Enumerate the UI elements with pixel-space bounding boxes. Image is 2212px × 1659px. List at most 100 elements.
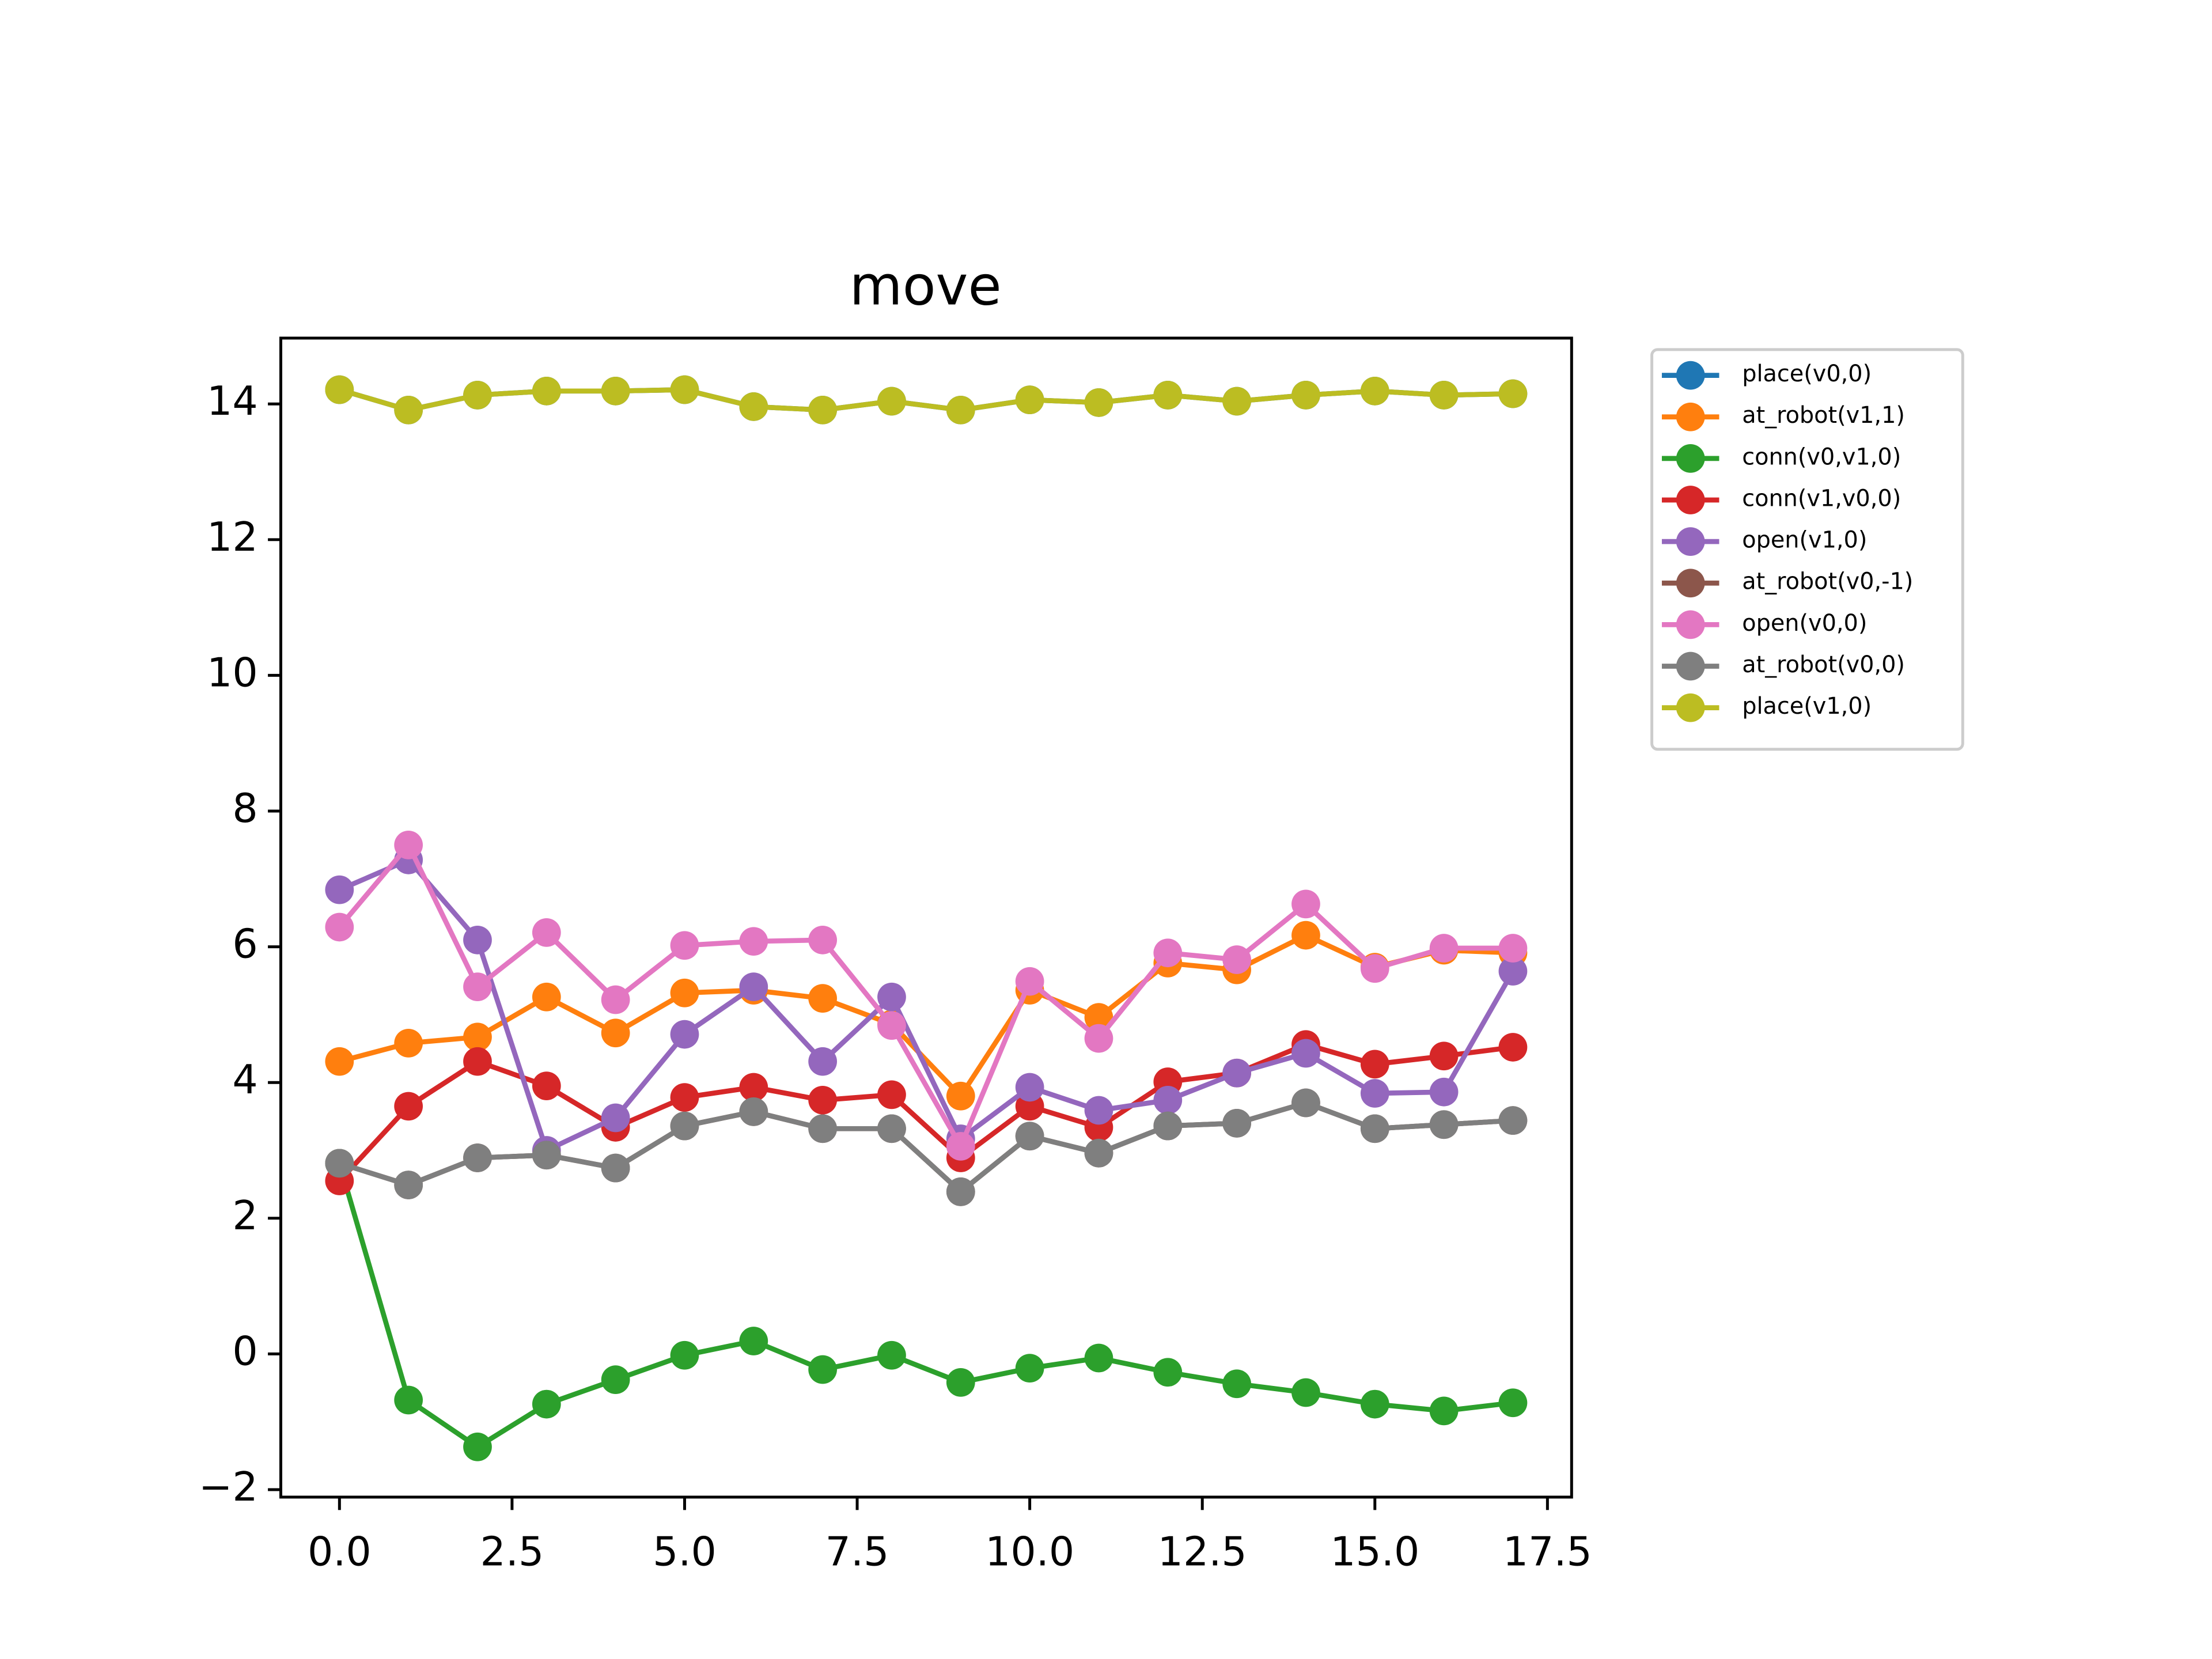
point [1429, 1041, 1459, 1071]
point [877, 1080, 906, 1109]
point [877, 1340, 906, 1370]
point [1153, 1111, 1183, 1141]
y-tick-label: 0 [232, 1328, 257, 1374]
point [1084, 1138, 1113, 1168]
point [463, 1432, 492, 1461]
legend-label: place(v1,0) [1742, 693, 1872, 719]
point [601, 1153, 630, 1183]
x-tick-label: 2.5 [480, 1528, 544, 1575]
point [394, 1092, 423, 1121]
point [1429, 1077, 1459, 1107]
x-tick-label: 15.0 [1330, 1528, 1419, 1575]
point [1222, 387, 1251, 416]
point [394, 1029, 423, 1058]
legend-label: at_robot(v0,0) [1742, 652, 1905, 678]
point [1360, 1389, 1389, 1419]
legend-label: at_robot(v1,1) [1742, 402, 1905, 429]
point [1222, 945, 1251, 974]
point [1429, 934, 1459, 963]
y-tick-label: 8 [232, 785, 257, 832]
point [1429, 1110, 1459, 1139]
point [1015, 1354, 1044, 1383]
point [532, 1141, 561, 1170]
point [1291, 1039, 1320, 1068]
point [601, 1103, 630, 1132]
legend-marker [1676, 652, 1705, 681]
point [1222, 1109, 1251, 1138]
point [394, 395, 423, 425]
point [325, 375, 354, 404]
point [1291, 381, 1320, 410]
point [1153, 938, 1183, 968]
legend-marker [1676, 444, 1705, 473]
point [532, 982, 561, 1012]
legend-marker [1676, 693, 1705, 722]
point [946, 1132, 975, 1161]
plot-frame [279, 336, 1573, 1499]
point [1153, 1358, 1183, 1387]
legend-label: open(v1,0) [1742, 527, 1867, 554]
point [463, 1143, 492, 1172]
point [1291, 1088, 1320, 1118]
point [670, 1020, 699, 1049]
point [1084, 1024, 1113, 1053]
x-tick-label: 0.0 [308, 1528, 372, 1575]
legend-marker [1676, 610, 1705, 639]
point [739, 1097, 768, 1126]
point [1498, 379, 1528, 408]
point [808, 1114, 838, 1143]
point [1084, 1003, 1113, 1032]
point [808, 395, 838, 425]
point [1360, 954, 1389, 983]
point [1291, 889, 1320, 919]
x-tick-label: 12.5 [1158, 1528, 1247, 1575]
legend-label: place(v0,0) [1742, 361, 1872, 387]
point [532, 1389, 561, 1419]
point [670, 1340, 699, 1370]
point [325, 875, 354, 904]
legend-label: conn(v0,v1,0) [1742, 444, 1901, 470]
point [1084, 1096, 1113, 1125]
point [670, 375, 699, 404]
point [463, 381, 492, 410]
point [1222, 1058, 1251, 1088]
point [877, 1011, 906, 1040]
y-tick-label: −2 [199, 1464, 258, 1510]
point [1222, 1369, 1251, 1399]
point [877, 387, 906, 416]
point [946, 395, 975, 425]
point [1360, 376, 1389, 406]
point [1015, 1073, 1044, 1102]
x-tick-label: 10.0 [985, 1528, 1074, 1575]
point [670, 978, 699, 1007]
legend-marker [1676, 569, 1705, 598]
point [463, 1022, 492, 1052]
series-line [337, 840, 1513, 1152]
point [670, 1083, 699, 1112]
point [1291, 921, 1320, 950]
point [463, 1047, 492, 1076]
point [877, 982, 906, 1012]
point [463, 972, 492, 1001]
point [808, 925, 838, 955]
point [394, 831, 423, 859]
point [739, 972, 768, 1001]
x-tick-label: 7.5 [825, 1528, 889, 1575]
point [601, 376, 630, 406]
point [1360, 1050, 1389, 1079]
chart-title: move [850, 254, 1002, 317]
point [601, 985, 630, 1014]
point [1429, 381, 1459, 410]
legend-label: at_robot(v0,-1) [1742, 569, 1913, 595]
point [739, 1073, 768, 1102]
point [325, 1149, 354, 1178]
point [1360, 1079, 1389, 1108]
y-tick-label: 10 [207, 649, 258, 696]
y-tick-label: 12 [207, 514, 258, 560]
y-tick-label: 6 [232, 921, 257, 968]
point [1498, 957, 1528, 986]
point [670, 1111, 699, 1141]
